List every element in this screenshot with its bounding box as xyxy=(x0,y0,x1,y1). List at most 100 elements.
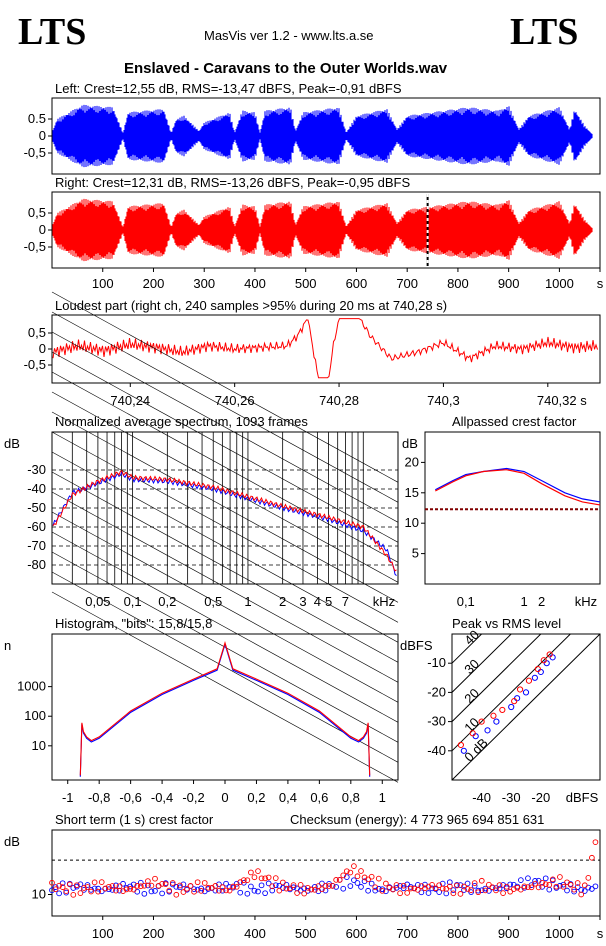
crest-point xyxy=(454,882,460,889)
crest-point xyxy=(347,883,354,889)
crest-point xyxy=(280,879,286,886)
spectrum-slope-line xyxy=(51,311,399,503)
loudest-ytick-label: 0 xyxy=(39,341,46,356)
crest-point xyxy=(294,890,300,896)
crest-point xyxy=(525,884,531,890)
crest-point xyxy=(354,880,361,886)
right-waveform-xtick-label: 700 xyxy=(396,276,418,291)
crest-point xyxy=(113,882,119,889)
crest-point xyxy=(375,875,382,882)
crest-point xyxy=(581,882,588,889)
right-waveform-xtick-label: 200 xyxy=(143,276,165,291)
crest-point xyxy=(269,887,276,894)
crest-point xyxy=(240,879,247,886)
histogram-xtick-label: 0,8 xyxy=(342,790,360,805)
loudest-xtick-label: 740,3 xyxy=(427,393,460,408)
crest-point xyxy=(49,879,55,886)
crest-point xyxy=(351,863,357,869)
histogram-frame xyxy=(51,633,399,781)
crest-point xyxy=(95,885,102,892)
spectrum-ytick-label: -60 xyxy=(27,519,46,534)
loudest-ytick-label: 0,5 xyxy=(28,325,46,340)
crest-point xyxy=(169,880,176,886)
crest-point xyxy=(365,876,371,883)
crest-point xyxy=(233,883,240,890)
crest-point xyxy=(326,883,332,889)
allpassed-ytick-label: 5 xyxy=(412,546,419,561)
crest-point xyxy=(244,877,251,884)
crest-point xyxy=(390,886,396,893)
crest-point xyxy=(450,890,457,897)
crest-point xyxy=(464,880,471,887)
crest-point xyxy=(414,887,421,893)
spectrum-xtick-label: 5 xyxy=(325,594,332,609)
peakrms-point xyxy=(522,689,530,696)
peakrms-point xyxy=(478,718,485,725)
crest-point xyxy=(269,883,276,890)
peakrms-xtick-label: -30 xyxy=(502,790,521,805)
crest-point xyxy=(581,888,588,894)
spectrum-xtick-label: 3 xyxy=(299,594,306,609)
crest-point xyxy=(81,887,87,893)
crest-xtick-label: 700 xyxy=(396,926,418,941)
loudest-title: Loudest part (right ch, 240 samples >95%… xyxy=(55,298,447,313)
spectrum-slope-line xyxy=(51,551,399,743)
crest-point xyxy=(105,886,112,893)
crest-point xyxy=(517,877,524,883)
crest-point xyxy=(145,878,151,884)
spectrum-ylabel: dB xyxy=(4,436,20,451)
crest-point xyxy=(471,883,478,889)
left-waveform-ytick-label: 0.5 xyxy=(28,111,46,126)
crest-point xyxy=(237,889,244,896)
crest-point xyxy=(255,868,261,874)
loudest-signal xyxy=(52,318,598,379)
allpassed-title: Allpassed crest factor xyxy=(452,414,577,429)
peakrms-point xyxy=(472,733,479,740)
spectrum-slope-line xyxy=(51,291,399,483)
allpassed-xtick-label: 1 xyxy=(520,594,527,609)
crest-point xyxy=(52,886,59,893)
peakrms-diag-line xyxy=(451,633,601,781)
crest-xtick-label: 400 xyxy=(244,926,266,941)
crest-point xyxy=(557,882,563,889)
allpassed-xtick-label: kHz xyxy=(575,594,597,609)
crest-point xyxy=(475,889,482,896)
crest-point xyxy=(333,877,339,883)
crest-point xyxy=(368,880,375,887)
crest-point xyxy=(226,884,233,890)
crest-point xyxy=(517,886,524,893)
right-waveform-xtick-label: s xyxy=(597,276,604,291)
crest-point xyxy=(383,888,389,895)
crest-point xyxy=(262,890,268,897)
right-waveform-xtick-label: 800 xyxy=(447,276,469,291)
right-waveform-signal xyxy=(52,198,593,262)
peakrms-xtick-label: -20 xyxy=(531,790,550,805)
crest-point xyxy=(457,882,464,888)
crest-point xyxy=(159,880,165,887)
peakrms-title: Peak vs RMS level xyxy=(452,616,561,631)
crest-point xyxy=(468,889,474,895)
crest-point xyxy=(177,882,183,889)
crest-point xyxy=(180,881,187,888)
crest-point xyxy=(255,888,261,895)
crest-point xyxy=(311,883,318,890)
crest-point xyxy=(113,887,119,894)
allpassed-ylabel: dB xyxy=(402,436,418,451)
crest-point xyxy=(564,887,570,894)
crest-point xyxy=(574,880,581,886)
peakrms-point xyxy=(484,727,491,734)
spectrum-slope-line xyxy=(51,451,399,643)
crest-point xyxy=(429,881,435,888)
right-waveform-ytick-label: 0 xyxy=(39,222,46,237)
crest-point xyxy=(404,890,411,896)
crest-title: Short term (1 s) crest factor xyxy=(55,812,214,827)
crest-point xyxy=(549,876,556,883)
crest-point xyxy=(84,884,91,890)
right-waveform-ytick-label: 0,5 xyxy=(28,205,46,220)
crest-point xyxy=(223,880,229,887)
peakrms-diag-line xyxy=(451,633,482,664)
crest-point xyxy=(233,880,240,887)
histogram-xtick-label: 0,2 xyxy=(247,790,265,805)
crest-point xyxy=(436,882,443,889)
crest-point xyxy=(301,890,308,897)
